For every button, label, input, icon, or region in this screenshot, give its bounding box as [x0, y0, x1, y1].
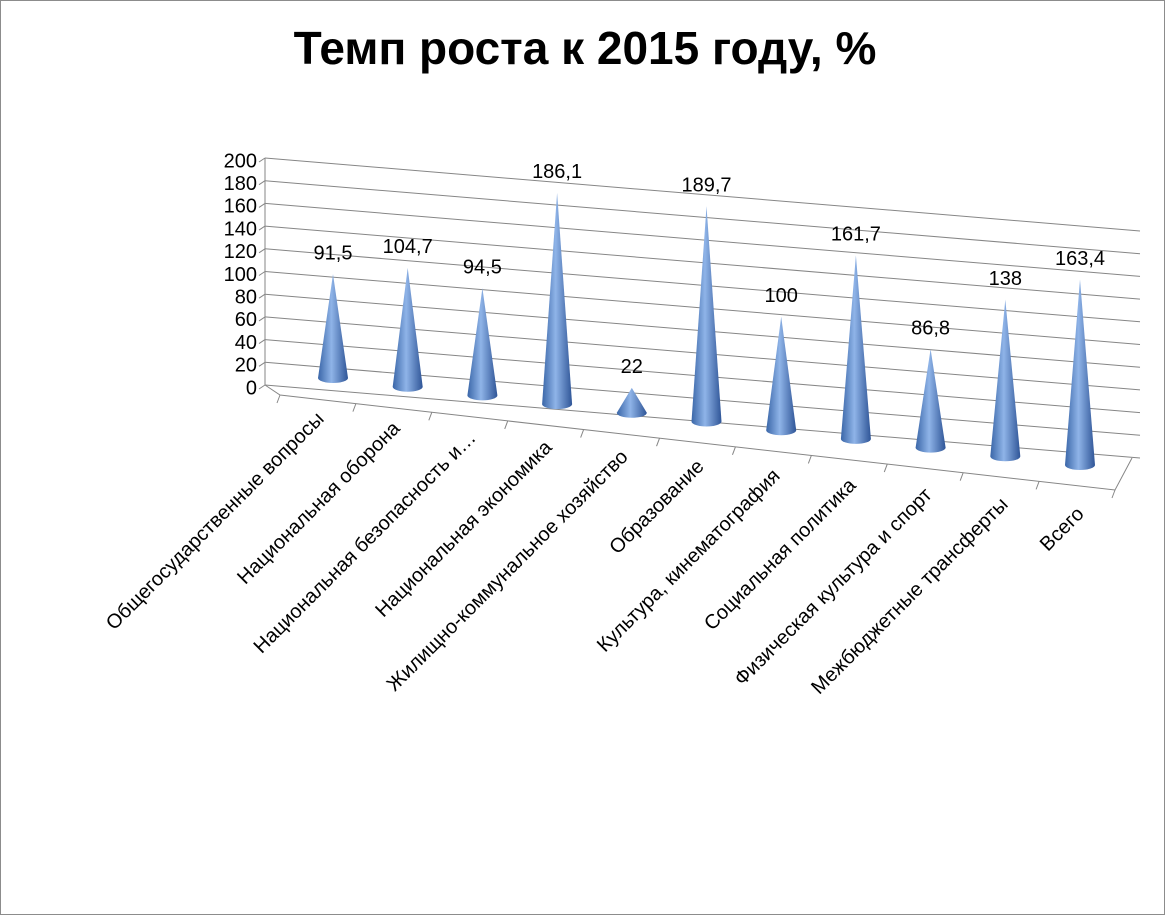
y-tick: [258, 180, 266, 186]
x-tick: [959, 472, 964, 481]
chart-title: Темп роста к 2015 году, %: [294, 22, 877, 74]
x-tick: [580, 429, 585, 438]
cone: [990, 299, 1021, 462]
grid-line: [264, 157, 1141, 232]
cone-body: [616, 387, 647, 418]
data-label: 94,5: [463, 256, 502, 278]
x-tick: [807, 455, 812, 464]
data-label: 100: [765, 285, 798, 307]
cone: [840, 255, 871, 444]
y-tick-label: 0: [246, 377, 257, 399]
y-tick-label: 40: [235, 332, 257, 354]
y-tick: [258, 384, 266, 390]
y-tick: [258, 248, 266, 254]
y-tick-label: 60: [235, 309, 257, 331]
x-tick: [276, 394, 281, 404]
data-label: 138: [989, 268, 1022, 290]
data-label: 163,4: [1055, 248, 1105, 270]
y-tick-label: 180: [224, 173, 257, 195]
y-tick: [258, 202, 266, 208]
data-label: 161,7: [831, 224, 881, 246]
y-tick-label: 100: [224, 264, 257, 286]
x-tick: [1111, 489, 1116, 499]
cone: [915, 349, 946, 453]
y-tick: [258, 361, 266, 367]
cone: [691, 206, 722, 427]
data-label: 189,7: [681, 174, 731, 196]
grid-line: [264, 202, 1141, 277]
cone-body: [1065, 279, 1095, 470]
x-tick: [352, 403, 357, 412]
y-tick: [258, 316, 266, 322]
cone: [392, 267, 423, 392]
data-label: 86,8: [911, 317, 950, 339]
cone-body: [467, 288, 498, 401]
x-tick: [731, 446, 736, 455]
cone-body: [915, 349, 946, 453]
x-tick: [656, 438, 661, 447]
y-tick-label: 140: [224, 218, 257, 240]
cone-body: [766, 316, 797, 436]
grid-line: [264, 180, 1141, 255]
x-tick: [883, 463, 888, 473]
y-tick-label: 120: [224, 241, 257, 263]
y-tick-label: 160: [224, 196, 257, 218]
data-label: 22: [621, 356, 643, 378]
grid-line: [264, 225, 1141, 300]
cone: [542, 192, 573, 410]
cone-body: [542, 192, 573, 410]
y-tick: [258, 157, 266, 163]
cone-body: [840, 255, 871, 444]
y-tick: [258, 271, 266, 276]
x-tick: [1035, 481, 1040, 490]
data-label: 91,5: [314, 242, 353, 264]
x-tick: [428, 412, 433, 421]
cone-body: [990, 299, 1021, 462]
cone: [1065, 279, 1095, 470]
y-tick-label: 20: [235, 355, 257, 377]
cone-body: [691, 206, 722, 427]
cone-body: [392, 267, 423, 392]
cone: [318, 274, 348, 383]
y-tick: [258, 225, 266, 231]
y-tick: [258, 339, 266, 345]
data-label: 104,7: [383, 236, 433, 258]
floor: [264, 384, 1133, 491]
cone: [766, 316, 797, 436]
cone-body: [318, 274, 348, 383]
x-tick: [504, 420, 509, 430]
cone: [467, 288, 498, 401]
y-tick-label: 80: [235, 286, 257, 308]
data-label: 186,1: [532, 161, 582, 183]
cone: [616, 387, 647, 418]
y-tick: [258, 293, 266, 299]
y-tick-label: 200: [224, 150, 257, 172]
